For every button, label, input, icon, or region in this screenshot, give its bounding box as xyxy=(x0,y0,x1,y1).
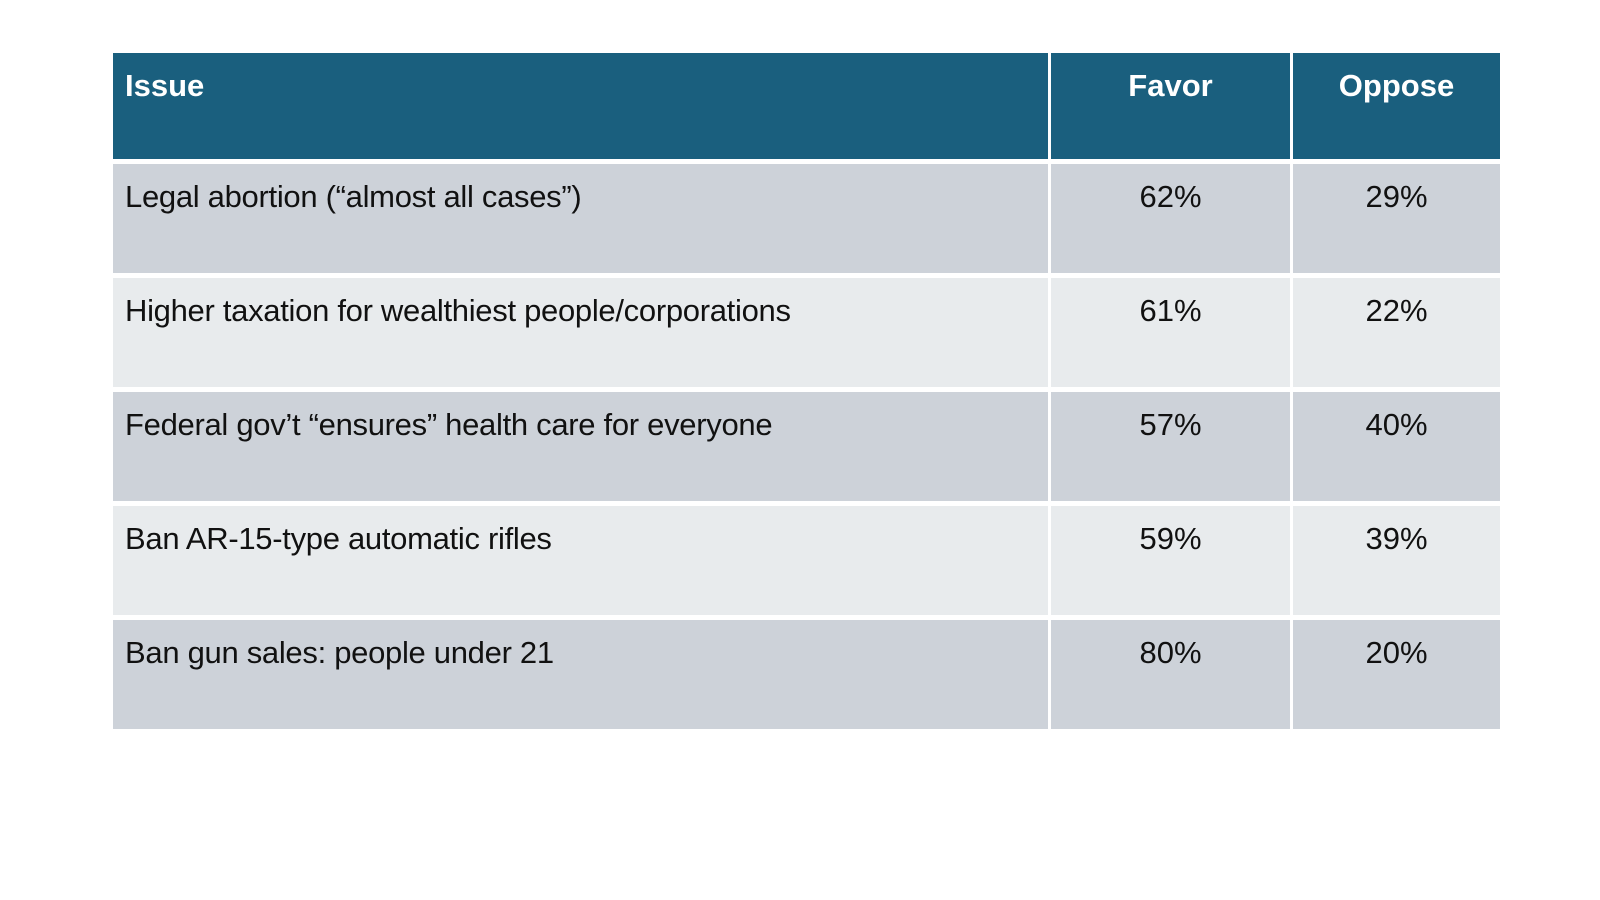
column-header-issue: Issue xyxy=(113,53,1048,159)
issue-cell: Higher taxation for wealthiest people/co… xyxy=(113,278,1048,387)
oppose-cell: 39% xyxy=(1293,506,1500,615)
favor-cell: 57% xyxy=(1051,392,1290,501)
issue-cell: Ban AR-15-type automatic rifles xyxy=(113,506,1048,615)
favor-cell: 80% xyxy=(1051,620,1290,729)
oppose-cell: 20% xyxy=(1293,620,1500,729)
issue-cell: Federal gov’t “ensures” health care for … xyxy=(113,392,1048,501)
oppose-cell: 40% xyxy=(1293,392,1500,501)
issue-cell: Ban gun sales: people under 21 xyxy=(113,620,1048,729)
oppose-cell: 22% xyxy=(1293,278,1500,387)
oppose-cell: 29% xyxy=(1293,164,1500,273)
poll-results-table: Issue Favor Oppose Legal abortion (“almo… xyxy=(113,53,1500,729)
favor-cell: 61% xyxy=(1051,278,1290,387)
favor-cell: 62% xyxy=(1051,164,1290,273)
issue-cell: Legal abortion (“almost all cases”) xyxy=(113,164,1048,273)
column-header-oppose: Oppose xyxy=(1293,53,1500,159)
favor-cell: 59% xyxy=(1051,506,1290,615)
column-header-favor: Favor xyxy=(1051,53,1290,159)
